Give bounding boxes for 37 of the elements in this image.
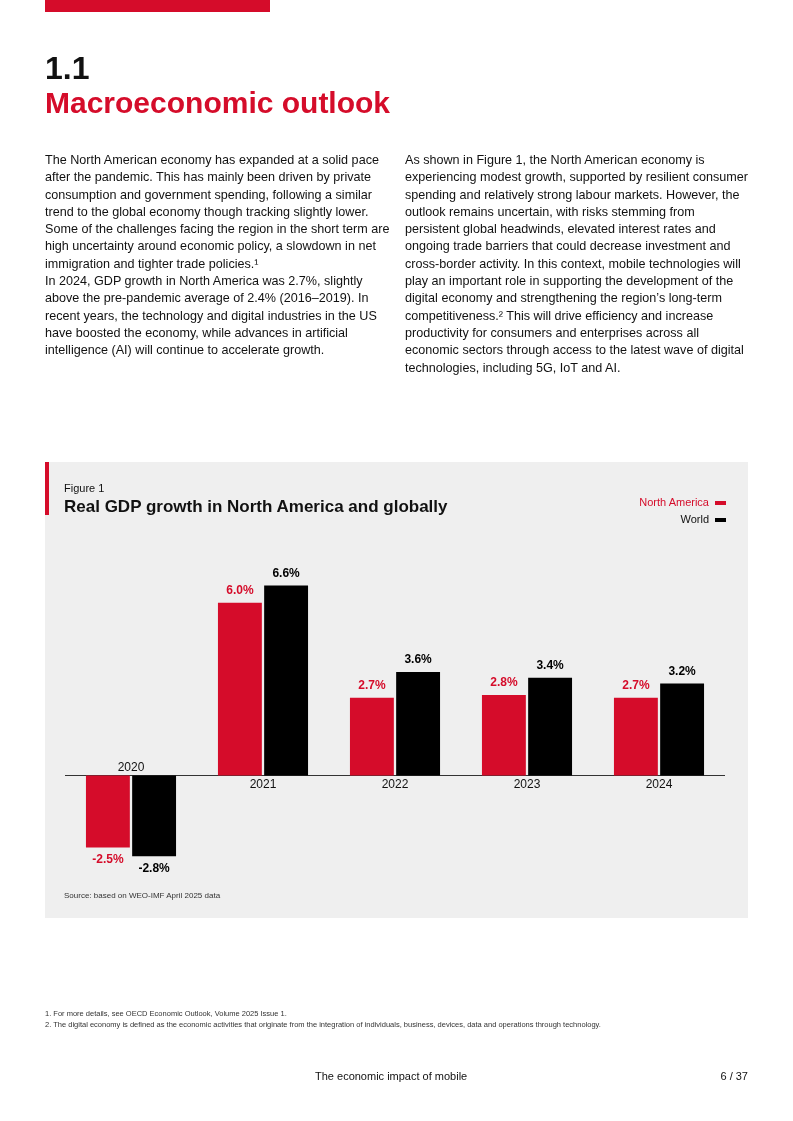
text: As shown in Figure 1, the North American economy is experiencing modest growth, supported by resilient consumer spending and relatively strong labour markets. However, the outlook remains uncertain, with risks stemming from persistent global headwinds, elevated interest rates and ongoing trade barriers that could decrease investment and cross-border activity. In this context, mobile technologies will play an important role in supporting the development of the digital economy and strengthening the region’s long-term competitiveness.² This will drive efficiency and increase productivity for consumers and enterprises across all economic sectors through access to the latest wave of digital technologies, including 5G, IoT and AI. [405, 153, 749, 375]
legend-label: North America [639, 496, 710, 508]
bar [481, 694, 526, 776]
data-label: 3.2% [668, 663, 697, 678]
text: The economic impact of mobile [315, 1070, 468, 1082]
bar [660, 683, 705, 776]
text: 6 / 37 [720, 1070, 748, 1082]
data-label: 2.8% [490, 675, 518, 690]
bar [132, 775, 177, 857]
text: In 2024, GDP growth in North America was 2.7%, slightly above the pre-pandemic average of 2.4% (2016–2019). In recent years, the technology and digital industries in the US have boosted the economy, while advances in artificial intelligence (AI) will continue to accelerate growth. [45, 273, 378, 360]
x-tick-label: 2024 [645, 776, 673, 791]
text: Macroeconomic outlook [45, 86, 391, 120]
x-tick-label: 2023 [513, 776, 541, 791]
data-label: 6.6% [272, 565, 301, 580]
data-label: 6.0% [226, 583, 254, 598]
chart-title: Real GDP growth in North America and globally [64, 497, 448, 517]
data-label: 2.7% [358, 678, 386, 693]
data-label: -2.5% [92, 851, 124, 866]
x-tick-label: 2021 [249, 776, 277, 791]
bar [396, 671, 441, 776]
bar [217, 602, 262, 776]
x-tick-label: 2022 [381, 776, 409, 791]
data-label: 3.4% [536, 657, 565, 672]
data-label: 3.6% [404, 652, 433, 667]
bar [264, 585, 309, 776]
legend-label: World [679, 513, 710, 525]
bar [528, 677, 573, 776]
text: 1.1 [45, 50, 90, 87]
source-note: Source: based on WEO-IMF April 2025 data [64, 891, 221, 900]
chart-subtitle: Figure 1 [64, 482, 105, 494]
bar [349, 697, 394, 776]
data-label: -2.8% [138, 860, 171, 875]
data-label: 2.7% [622, 678, 650, 693]
bar [85, 775, 130, 848]
x-tick-label: 2020 [117, 759, 145, 774]
bar [613, 697, 658, 776]
text: The North American economy has expanded at a solid pace after the pandemic. This has mainly been driven by private consumption and government spending, following a similar trend to the global economy though tracking slightly lower. Some of the challenges facing the region in the short term are high uncertainty around economic policy, a slowdown in net immigration and tighter trade policies.¹ [45, 152, 391, 273]
